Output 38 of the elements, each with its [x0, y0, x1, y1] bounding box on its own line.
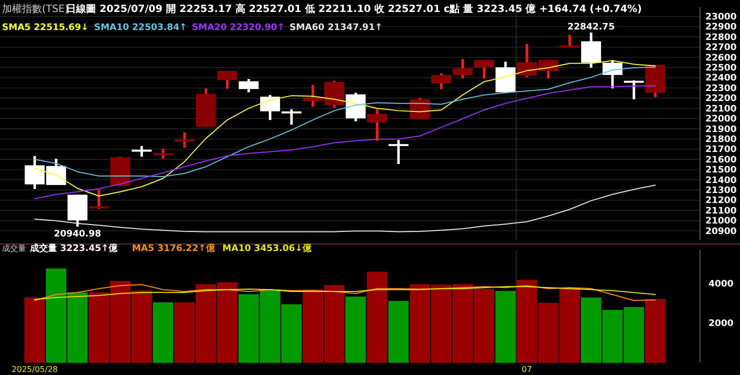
y-tick-label: 2000 — [708, 319, 734, 330]
y-tick-label: 22400 — [705, 74, 737, 84]
y-tick-label: 21400 — [705, 176, 737, 186]
y-tick-label: 21000 — [705, 216, 737, 227]
text: SMA5 22515.69↓ — [2, 23, 89, 33]
y-tick-label: 21700 — [705, 145, 737, 156]
annotation: 22842.75 — [567, 22, 615, 33]
y-tick-label: 20900 — [705, 226, 737, 237]
y-tick-label: 22000 — [705, 114, 737, 125]
y-tick-label: 22800 — [705, 32, 737, 43]
y-tick-label: 21900 — [705, 124, 737, 135]
y-tick-label: 4000 — [708, 280, 734, 290]
y-tick-label: 21100 — [705, 206, 737, 216]
text: SMA60 21347.91↑ — [290, 23, 382, 33]
y-tick-label: 23000 — [705, 12, 737, 22]
y-tick-label: 22100 — [705, 104, 737, 114]
text: 成交量 3223.45↑億 — [29, 243, 119, 254]
text: SMA20 22320.90↑ — [192, 23, 285, 33]
y-tick-label: 21200 — [705, 196, 737, 206]
y-tick-label: 22200 — [705, 94, 737, 104]
y-tick-label: 21600 — [705, 155, 737, 166]
y-tick-label: 22500 — [705, 64, 737, 74]
chart-title: 成交量 — [2, 244, 26, 253]
text: SMA10 22503.84↑ — [94, 23, 187, 33]
chart-title: 加權指數(TSE) — [2, 3, 69, 15]
x-tick-label: 07 — [522, 365, 532, 374]
y-tick-label: 22700 — [705, 43, 737, 54]
text: MA10 3453.06↓億 — [222, 243, 313, 254]
y-tick-label: 22600 — [705, 53, 737, 64]
y-tick-label: 21300 — [705, 186, 737, 196]
annotation: 20940.98 — [54, 230, 102, 240]
y-tick-label: 21800 — [705, 134, 737, 145]
y-tick-label: 22900 — [705, 22, 737, 33]
x-tick-label: 2025/05/28 — [12, 365, 58, 374]
text: MA5 3176.22↑億 — [132, 243, 216, 254]
y-tick-label: 22300 — [705, 84, 737, 94]
chart-subtitle: 日線圖 2025/07/09 開 22253.17 高 22527.01 低 22211.10 收 22527.01 c點 量 3223.45 億 +164.74 (+0.74%) — [66, 3, 642, 15]
y-tick-label: 21500 — [705, 166, 737, 176]
